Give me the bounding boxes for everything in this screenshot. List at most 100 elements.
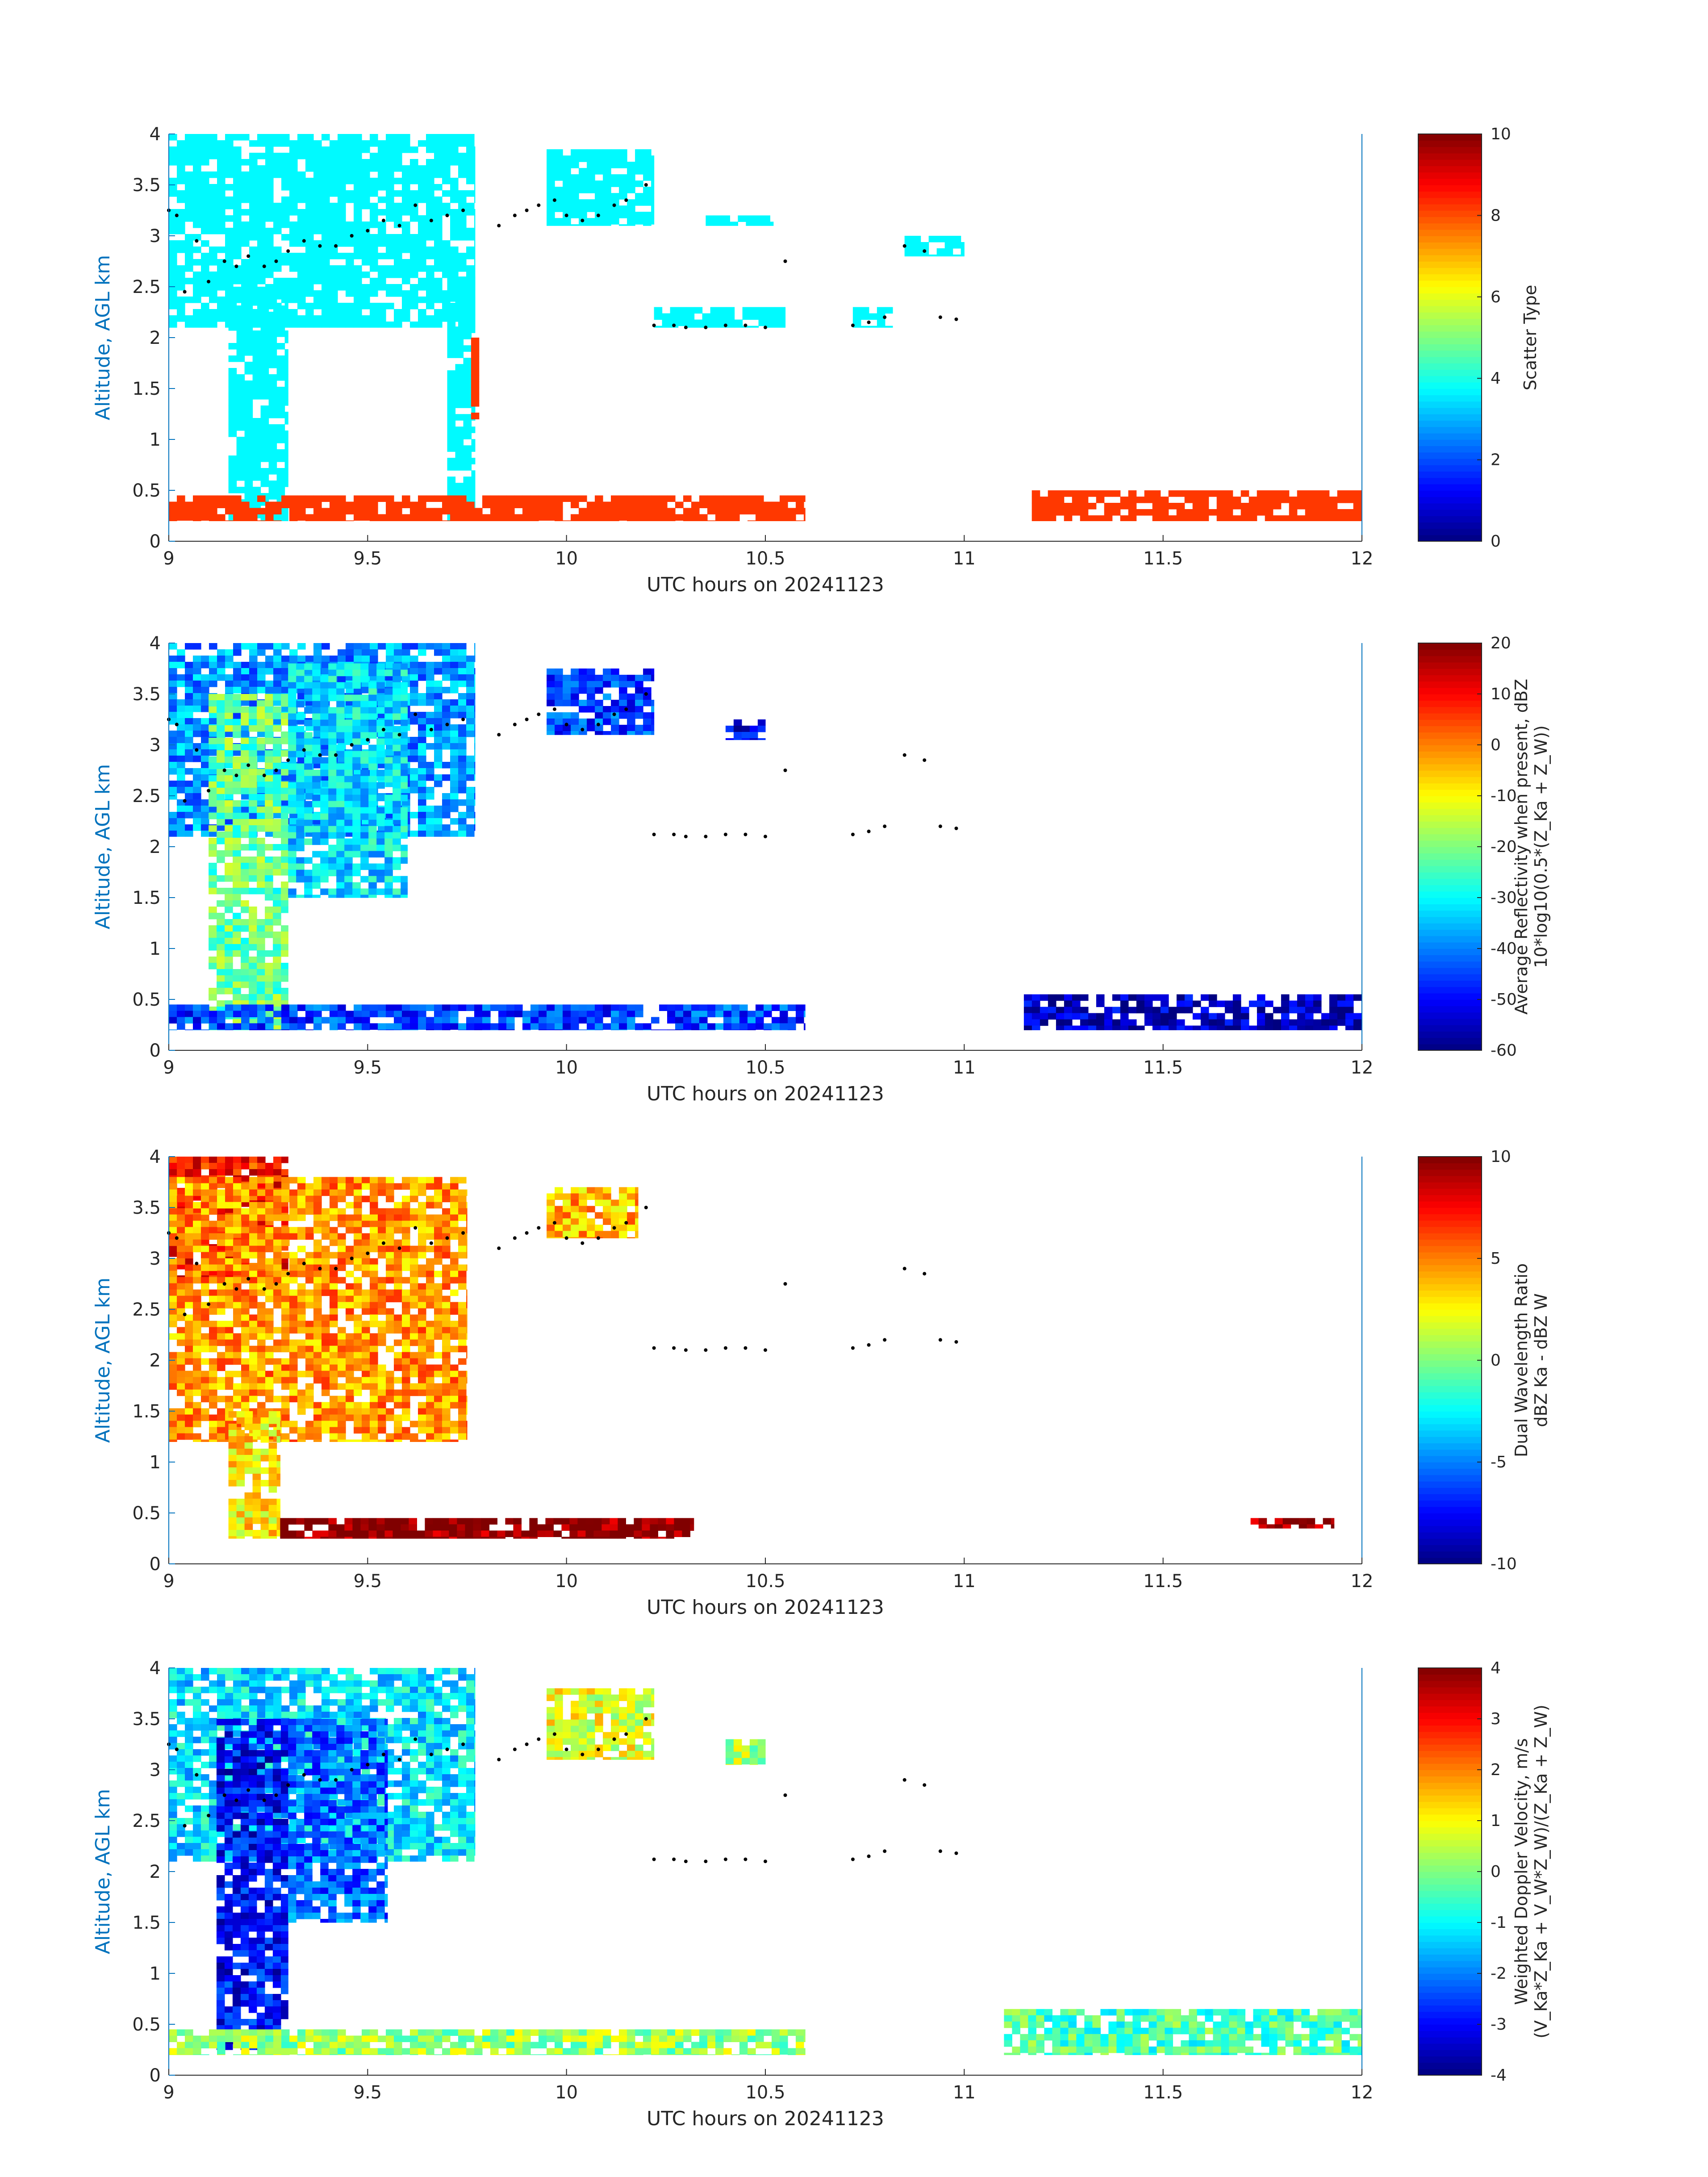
heatmap-cell <box>313 153 322 159</box>
heatmap-cell <box>304 876 313 883</box>
heatmap-cell <box>1064 994 1073 1001</box>
heatmap-cell <box>738 215 746 222</box>
heatmap-cell <box>225 495 234 502</box>
heatmap-cell <box>322 303 330 309</box>
heatmap-cell <box>418 520 426 521</box>
heatmap-cell <box>209 838 217 844</box>
heatmap-cell <box>530 1004 539 1011</box>
heatmap-cell <box>201 184 209 191</box>
heatmap-cell <box>410 831 418 837</box>
heatmap-cell <box>304 776 313 783</box>
heatmap-cell <box>225 272 234 278</box>
heatmap-cell <box>281 806 288 813</box>
heatmap-cell <box>330 303 338 309</box>
heatmap-cell <box>643 149 651 156</box>
heatmap-cell <box>749 732 758 739</box>
heatmap-cell <box>338 146 346 153</box>
heatmap-cell <box>305 1011 314 1017</box>
heatmap-cell <box>482 1029 491 1030</box>
heatmap-cell <box>376 782 385 789</box>
heatmap-cell <box>1257 1019 1265 1026</box>
heatmap-cell <box>739 1011 748 1017</box>
heatmap-cell <box>368 763 377 770</box>
heatmap-cell <box>257 719 265 726</box>
heatmap-cell <box>370 1004 378 1011</box>
heatmap-cell <box>249 1004 258 1011</box>
heatmap-cell <box>466 831 475 837</box>
heatmap-cell <box>401 819 408 827</box>
marker-point <box>246 763 251 767</box>
heatmap-cell <box>627 681 635 688</box>
heatmap-cell <box>193 278 201 284</box>
heatmap-cell <box>322 240 330 247</box>
heatmap-cell <box>236 287 245 293</box>
heatmap-cell <box>587 501 595 508</box>
heatmap-cell <box>312 838 321 845</box>
heatmap-cell <box>209 718 217 725</box>
heatmap-cell <box>393 763 401 770</box>
heatmap-cell <box>471 445 476 452</box>
heatmap-cell <box>233 982 241 988</box>
heatmap-cell <box>756 495 764 502</box>
heatmap-cell <box>796 1004 804 1011</box>
heatmap-cell <box>401 851 408 858</box>
heatmap-cell <box>201 656 209 662</box>
heatmap-cell <box>426 203 434 209</box>
marker-point <box>318 753 322 757</box>
heatmap-cell <box>595 224 603 226</box>
heatmap-cell <box>1128 497 1137 503</box>
heatmap-cell <box>1257 509 1265 516</box>
heatmap-cell <box>386 681 394 687</box>
heatmap-cell <box>284 512 288 518</box>
heatmap-cell <box>281 963 288 969</box>
heatmap-cell <box>338 190 346 197</box>
heatmap-cell <box>1353 1025 1362 1030</box>
heatmap-cell <box>209 994 217 1001</box>
heatmap-cell <box>587 155 595 162</box>
heatmap-cell <box>244 324 253 331</box>
heatmap-cell <box>289 203 298 209</box>
heatmap-cell <box>313 501 322 508</box>
heatmap-cell <box>1321 497 1330 503</box>
heatmap-cell <box>193 662 201 669</box>
heatmap-cell <box>265 806 273 813</box>
heatmap-cell <box>273 806 281 813</box>
heatmap-cell <box>394 514 402 521</box>
heatmap-cell <box>418 184 426 191</box>
heatmap-cell <box>320 688 329 695</box>
heatmap-cell <box>241 888 249 894</box>
heatmap-cell <box>304 769 313 777</box>
heatmap-cell <box>571 205 579 212</box>
heatmap-cell <box>257 963 265 969</box>
heatmap-cell <box>659 508 668 514</box>
heatmap-cell <box>471 276 476 283</box>
heatmap-cell <box>241 982 249 988</box>
heatmap-cell <box>370 514 378 521</box>
heatmap-cell <box>384 776 393 783</box>
heatmap-cell <box>643 224 651 226</box>
heatmap-cell <box>201 1004 209 1011</box>
heatmap-cell <box>297 501 306 508</box>
heatmap-cell <box>336 863 345 870</box>
heatmap-cell <box>322 662 330 669</box>
heatmap-cell <box>257 825 265 832</box>
heatmap-cell <box>289 495 298 502</box>
heatmap-cell <box>344 888 353 895</box>
heatmap-cell <box>402 234 410 241</box>
heatmap-cell <box>330 159 338 166</box>
heatmap-cell <box>1072 503 1081 510</box>
heatmap-cell <box>571 520 579 521</box>
heatmap-cell <box>418 171 426 178</box>
heatmap-cell <box>305 203 314 209</box>
heatmap-cell <box>756 501 764 508</box>
heatmap-cell <box>611 514 619 521</box>
heatmap-cell <box>442 1004 451 1011</box>
heatmap-cell <box>330 221 338 228</box>
heatmap-cell <box>394 1029 402 1030</box>
heatmap-cell <box>225 508 234 514</box>
heatmap-cell <box>209 957 217 963</box>
heatmap-cell <box>354 159 362 166</box>
heatmap-cell <box>686 307 695 314</box>
heatmap-cell <box>434 228 443 234</box>
colorbar-step <box>1418 338 1482 345</box>
